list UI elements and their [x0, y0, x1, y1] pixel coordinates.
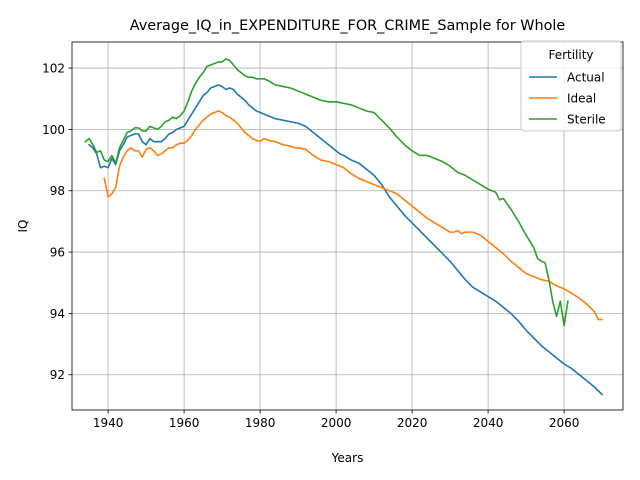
y-axis-label: IQ	[16, 220, 30, 233]
x-axis-ticks: 1940 1960 1980 2000 2020 2040 2060	[93, 410, 580, 430]
x-tick-label: 2020	[397, 416, 428, 430]
x-tick-label: 1980	[245, 416, 276, 430]
x-tick-label: 1960	[169, 416, 200, 430]
y-tick-label: 100	[42, 123, 65, 137]
series-line-actual	[87, 84, 604, 396]
legend-title: Fertility	[548, 48, 593, 62]
legend-label-sterile: Sterile	[567, 113, 606, 127]
x-tick-label: 2040	[473, 416, 504, 430]
chart-title: Average_IQ_in_EXPENDITURE_FOR_CRIME_Samp…	[130, 18, 566, 34]
legend: Fertility Actual Ideal Sterile	[520, 40, 622, 132]
x-axis-label: Years	[331, 451, 364, 465]
legend-entries: Actual Ideal Sterile	[529, 71, 606, 127]
y-tick-label: 102	[42, 62, 65, 76]
series-line-ideal	[103, 110, 603, 321]
y-tick-label: 96	[50, 246, 65, 260]
y-tick-label: 98	[50, 184, 65, 198]
y-tick-label: 94	[50, 307, 65, 321]
y-tick-label: 92	[50, 368, 65, 382]
x-tick-label: 2000	[321, 416, 352, 430]
legend-label-actual: Actual	[567, 71, 605, 85]
legend-label-ideal: Ideal	[567, 92, 596, 106]
series-line-sterile	[84, 58, 569, 327]
x-tick-label: 2060	[549, 416, 580, 430]
y-axis-ticks: 92 94 96 98 100 102	[42, 62, 72, 382]
x-tick-label: 1940	[93, 416, 124, 430]
legend-box	[520, 40, 622, 132]
series-lines	[84, 58, 604, 396]
plot-area-frame	[71, 41, 624, 411]
